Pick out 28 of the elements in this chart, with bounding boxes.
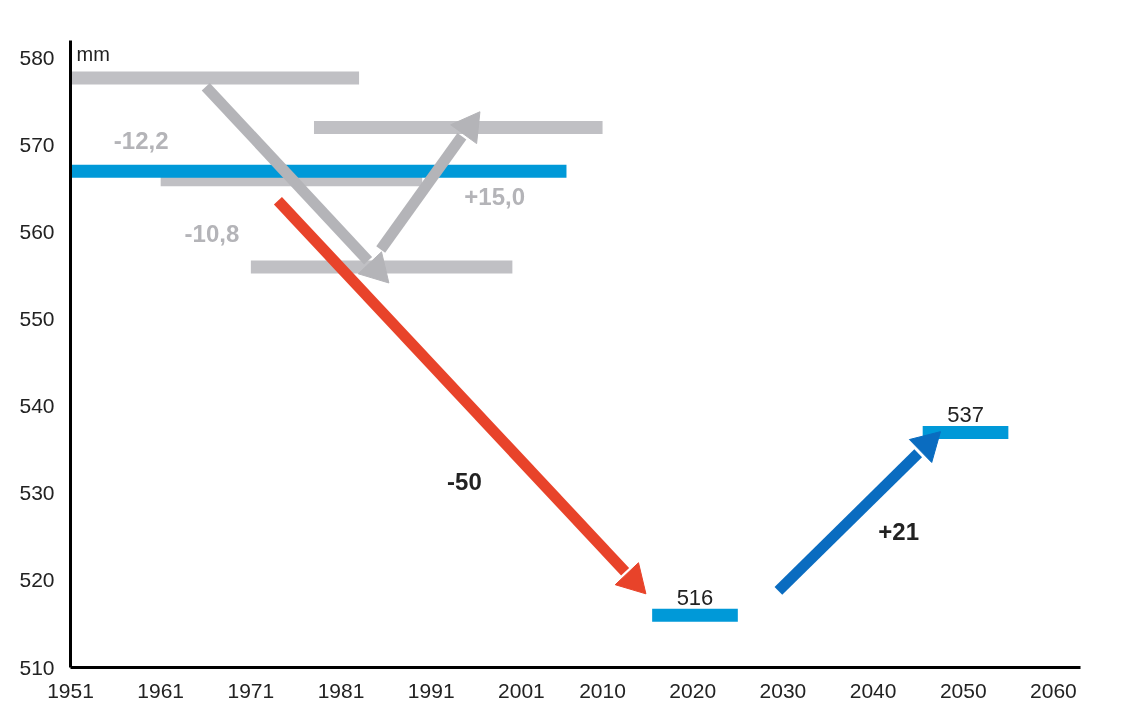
x-tick-label: 2040 [849, 678, 897, 702]
annotation: -12,2 [113, 127, 169, 154]
x-tick-label: 1971 [227, 678, 275, 702]
x-tick-label: 2010 [579, 678, 626, 702]
x-tick-label: 1951 [47, 678, 94, 702]
annotation: -10,8 [184, 220, 240, 247]
x-tick-label: 1991 [407, 678, 455, 702]
y-tick-label: 510 [19, 655, 55, 679]
x-tick-label: 2001 [498, 678, 545, 702]
annotation: +15,0 [464, 182, 526, 210]
y-tick-label: 530 [19, 481, 55, 505]
y-tick-label: 580 [19, 45, 55, 69]
x-tick-label: 2020 [669, 678, 717, 702]
y-tick-label: 520 [19, 568, 55, 592]
data-label: 516 [676, 585, 714, 611]
y-axis-title: mm [76, 42, 110, 65]
y-tick-label: 570 [19, 133, 55, 156]
y-tick-label: 560 [19, 220, 55, 244]
x-tick-label: 2050 [939, 678, 987, 702]
y-tick-label: 550 [19, 307, 55, 331]
annotation: +21 [878, 517, 920, 545]
x-tick-label: 1961 [137, 678, 185, 702]
x-tick-label: 2030 [759, 678, 807, 702]
data-label: 537 [947, 402, 984, 428]
x-tick-label: 2060 [1030, 678, 1077, 702]
x-tick-label: 1981 [317, 678, 365, 702]
annotation: -50 [447, 468, 482, 495]
y-tick-label: 540 [19, 394, 55, 418]
